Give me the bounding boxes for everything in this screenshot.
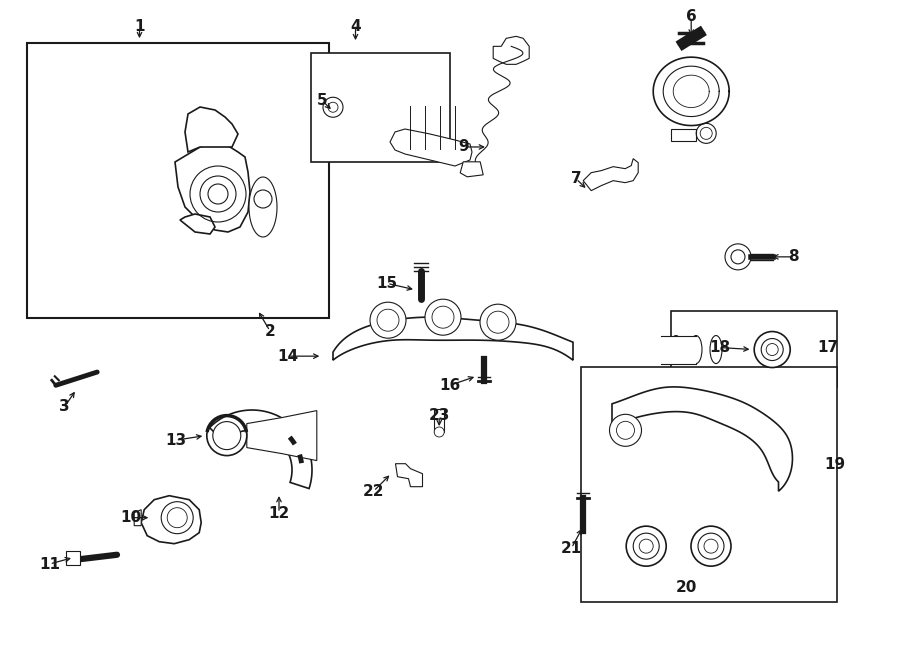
Polygon shape [333, 317, 573, 360]
Text: 3: 3 [59, 399, 70, 414]
Polygon shape [249, 177, 277, 237]
Circle shape [254, 190, 272, 208]
Text: 19: 19 [824, 457, 846, 472]
Polygon shape [210, 410, 312, 489]
Polygon shape [611, 387, 793, 491]
Ellipse shape [690, 336, 702, 363]
Bar [27, 43, 328, 318]
Polygon shape [434, 409, 445, 432]
Ellipse shape [710, 336, 722, 363]
Polygon shape [141, 496, 202, 544]
Circle shape [432, 307, 454, 328]
Bar [670, 311, 837, 387]
Text: 4: 4 [350, 19, 361, 34]
Circle shape [761, 338, 783, 361]
Circle shape [725, 244, 751, 270]
Text: 13: 13 [165, 433, 186, 448]
Polygon shape [185, 107, 238, 152]
Text: 10: 10 [120, 510, 141, 525]
Circle shape [609, 414, 642, 446]
Circle shape [634, 533, 659, 559]
Circle shape [698, 533, 724, 559]
Bar [310, 53, 450, 162]
Polygon shape [583, 159, 638, 191]
Circle shape [704, 539, 718, 553]
Polygon shape [134, 510, 141, 526]
Polygon shape [395, 463, 422, 487]
Circle shape [639, 539, 653, 553]
Polygon shape [460, 162, 483, 177]
Text: 15: 15 [376, 276, 398, 291]
Text: 6: 6 [686, 9, 697, 24]
Circle shape [212, 422, 241, 449]
Circle shape [731, 250, 745, 264]
Ellipse shape [670, 336, 682, 363]
Polygon shape [671, 129, 697, 142]
Text: 14: 14 [277, 349, 299, 363]
Circle shape [754, 332, 790, 367]
Circle shape [480, 304, 516, 340]
Text: 9: 9 [458, 140, 469, 154]
Text: 1: 1 [134, 19, 145, 34]
Text: 8: 8 [788, 250, 799, 264]
Text: 17: 17 [817, 340, 839, 355]
Circle shape [487, 311, 509, 333]
Text: 12: 12 [268, 506, 290, 520]
Text: 11: 11 [39, 557, 60, 571]
Circle shape [425, 299, 461, 335]
Text: 22: 22 [363, 484, 384, 498]
Circle shape [370, 302, 406, 338]
Text: 23: 23 [428, 408, 450, 423]
Polygon shape [247, 410, 317, 461]
Text: 5: 5 [317, 93, 328, 108]
Circle shape [112, 199, 128, 215]
Text: 21: 21 [561, 541, 582, 555]
Text: 16: 16 [439, 378, 461, 393]
Polygon shape [175, 142, 250, 232]
Circle shape [616, 421, 634, 440]
Polygon shape [493, 36, 529, 64]
Text: 2: 2 [265, 324, 275, 338]
Circle shape [434, 427, 445, 437]
Polygon shape [661, 336, 696, 363]
Circle shape [377, 309, 399, 331]
Bar [580, 367, 837, 602]
Polygon shape [390, 129, 472, 166]
Polygon shape [67, 551, 80, 565]
Text: 18: 18 [709, 340, 731, 355]
Circle shape [766, 344, 778, 355]
Polygon shape [180, 214, 215, 234]
Text: 7: 7 [571, 171, 581, 186]
Text: 20: 20 [676, 581, 698, 595]
Circle shape [691, 526, 731, 566]
Circle shape [626, 526, 666, 566]
